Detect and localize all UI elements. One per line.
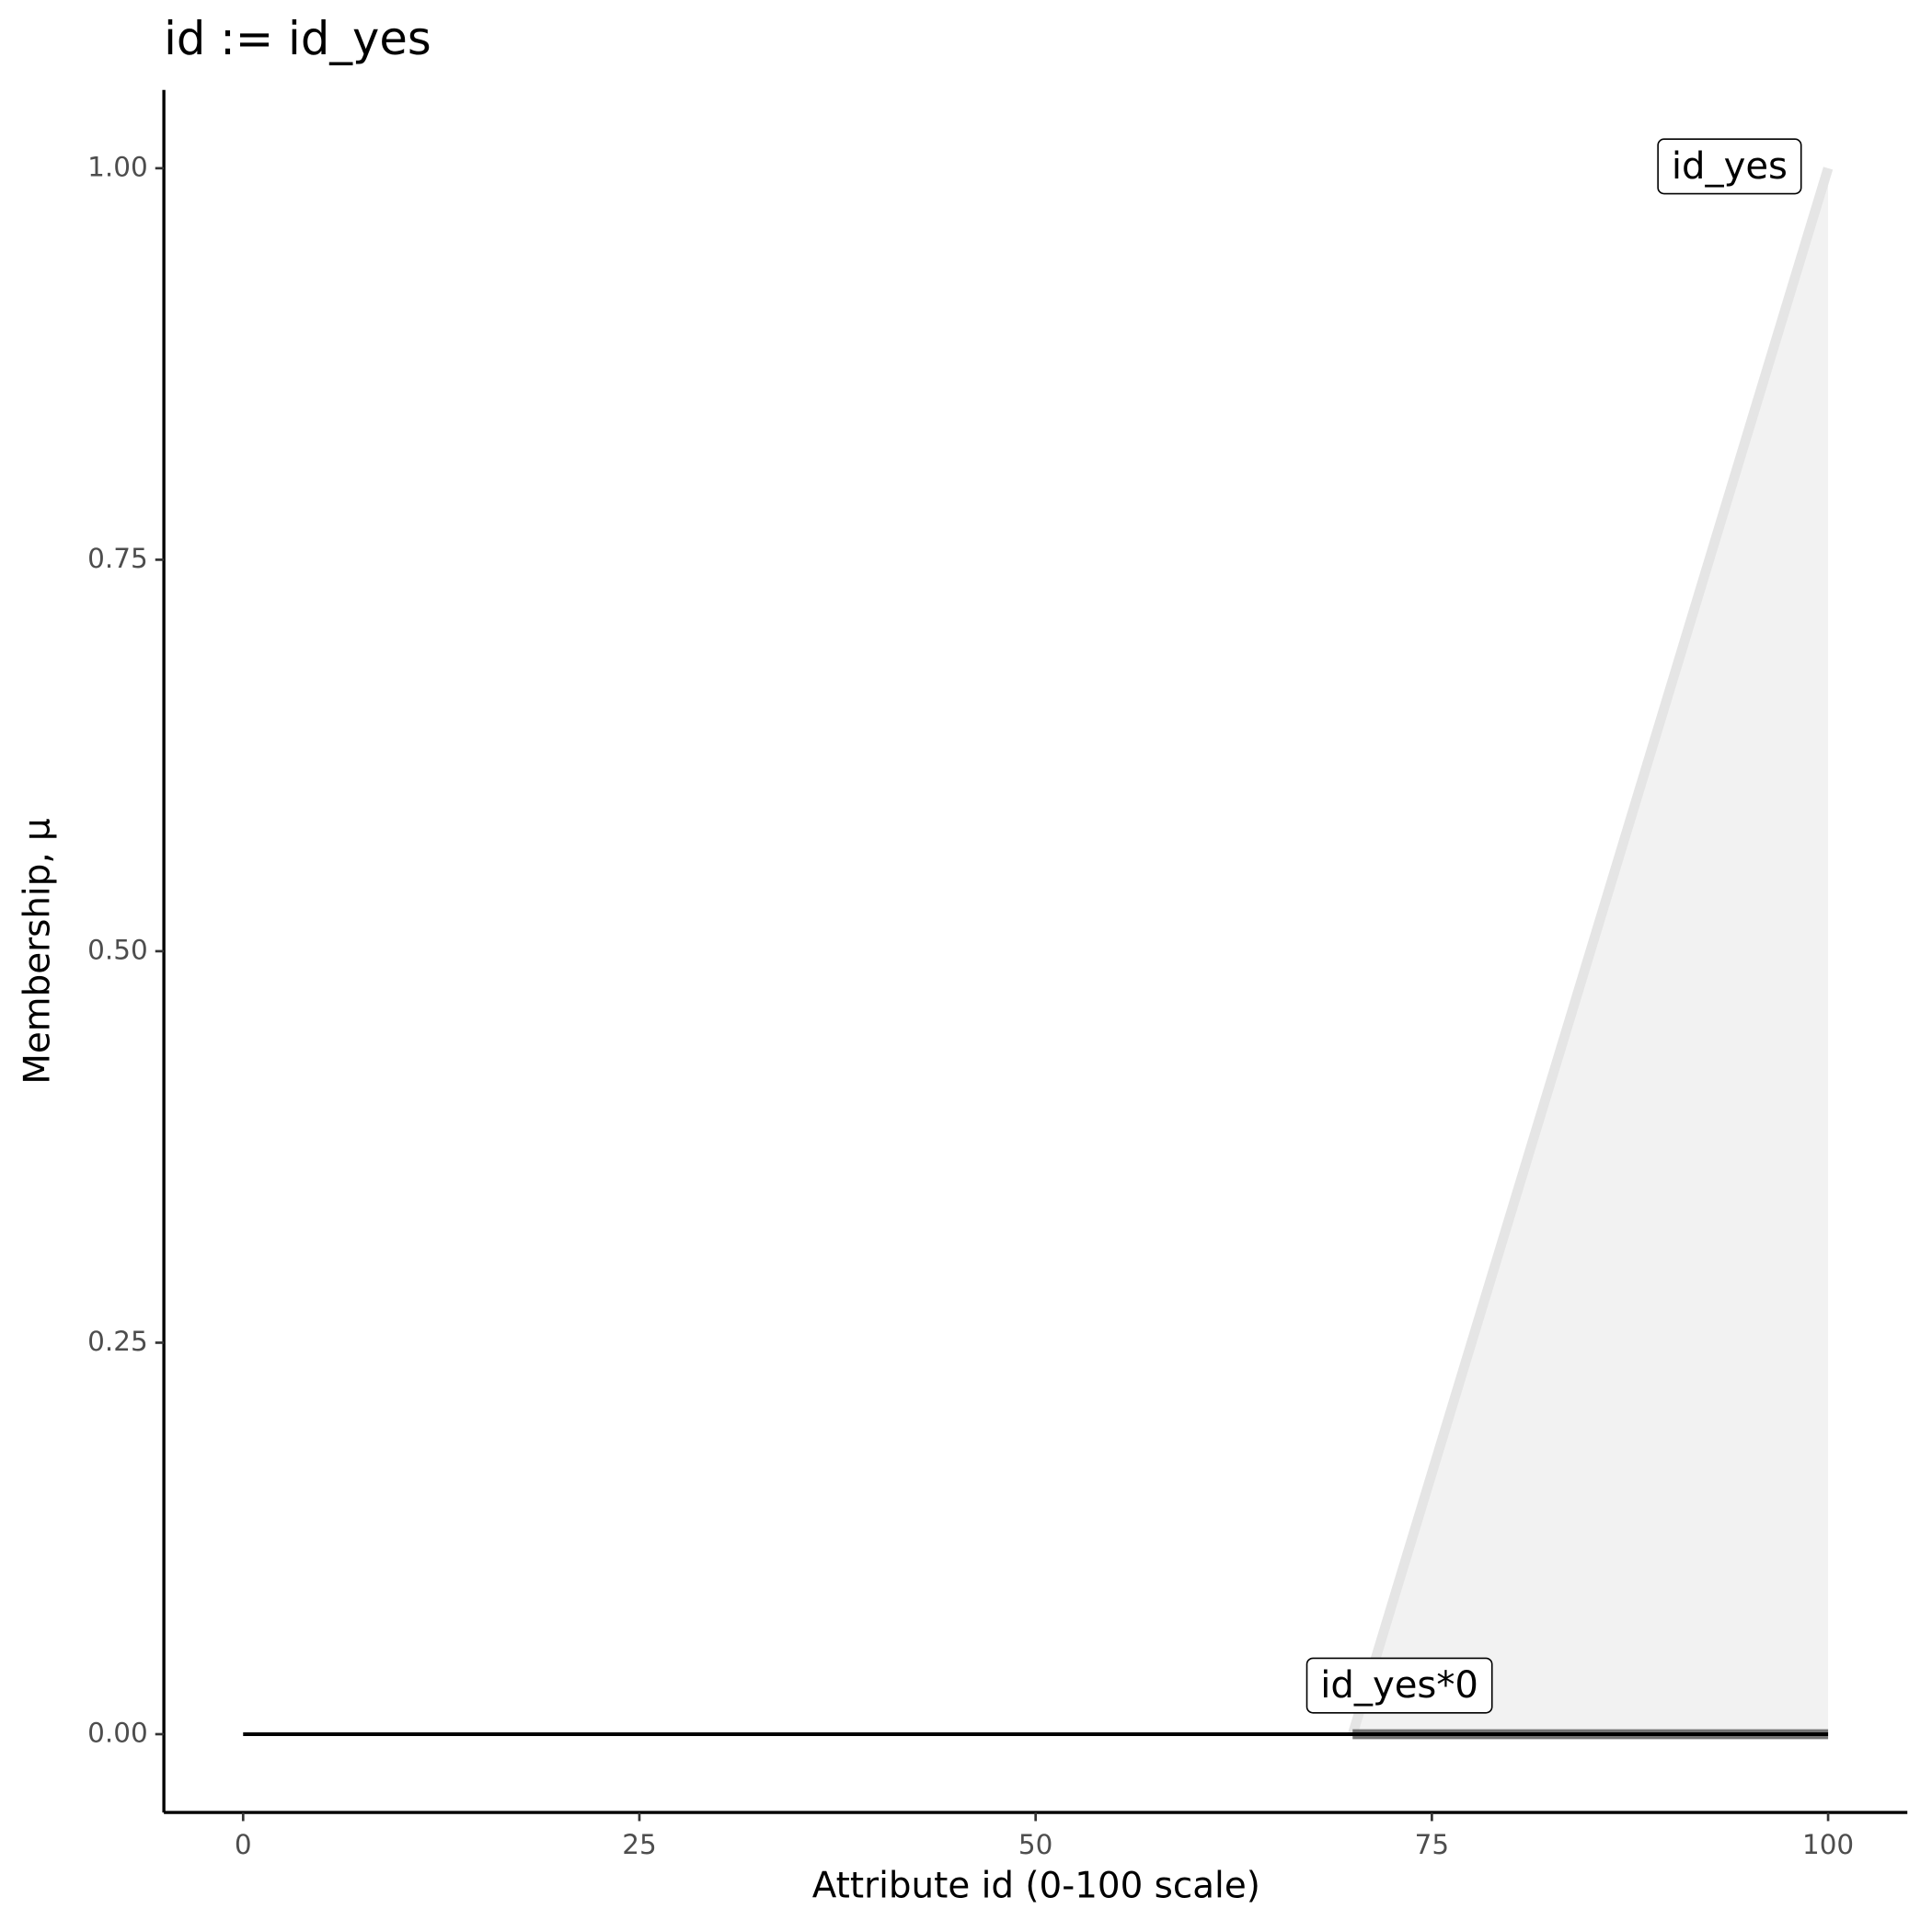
series-line: [1348, 167, 1834, 1736]
y-tick-label: 1.00: [87, 151, 148, 182]
label-box: [1305, 1657, 1493, 1714]
y-axis-title: Membership, μ: [17, 818, 58, 1084]
series-label: id_yes*0: [1320, 1664, 1478, 1707]
y-tick-label: 0.00: [87, 1717, 148, 1748]
x-tick-label: 0: [235, 1829, 252, 1860]
x-tick-label: 75: [1415, 1829, 1449, 1860]
x-tick-label: 25: [622, 1829, 656, 1860]
label-box: [1657, 138, 1802, 195]
x-axis-title: Attribute id (0-100 scale): [812, 1865, 1260, 1906]
x-tick-label: 50: [1018, 1829, 1052, 1860]
y-tick-label: 0.75: [87, 543, 148, 574]
y-tick-label: 0.50: [87, 934, 148, 965]
x-tick-label: 100: [1802, 1829, 1854, 1860]
chart-title: id := id_yes: [164, 12, 431, 65]
series-label: id_yes: [1672, 145, 1788, 188]
y-tick-label: 0.25: [87, 1326, 148, 1357]
